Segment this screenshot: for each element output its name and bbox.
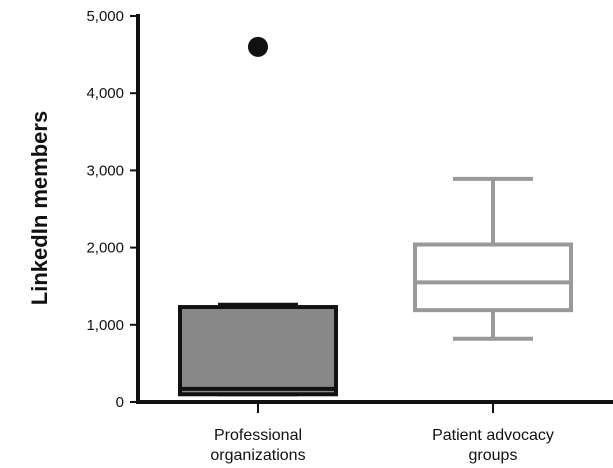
y-tick-label: 1,000 [86, 317, 124, 334]
x-category-label: Professional [214, 427, 302, 444]
box-1 [178, 36, 338, 397]
y-axis-ticks: 0 1,000 2,000 3,000 4,000 5,000 [86, 8, 138, 411]
y-tick-label: 3,000 [86, 162, 124, 179]
y-tick-label: 5,000 [86, 8, 124, 25]
y-tick-label: 4,000 [86, 85, 124, 102]
x-category-label: Patient advocacy [432, 427, 554, 444]
x-category-label: organizations [210, 447, 305, 464]
y-tick-label: 0 [116, 394, 124, 411]
outlier-point [248, 36, 268, 57]
box-iqr [178, 305, 338, 397]
box-iqr [413, 242, 573, 313]
boxes [178, 36, 573, 397]
x-category-label: groups [469, 447, 518, 464]
y-tick-label: 2,000 [86, 240, 124, 257]
y-axis-title: LinkedIn members [27, 111, 52, 305]
box-2 [413, 176, 573, 341]
x-axis-categories: Professional organizations Patient advocac… [210, 402, 554, 464]
